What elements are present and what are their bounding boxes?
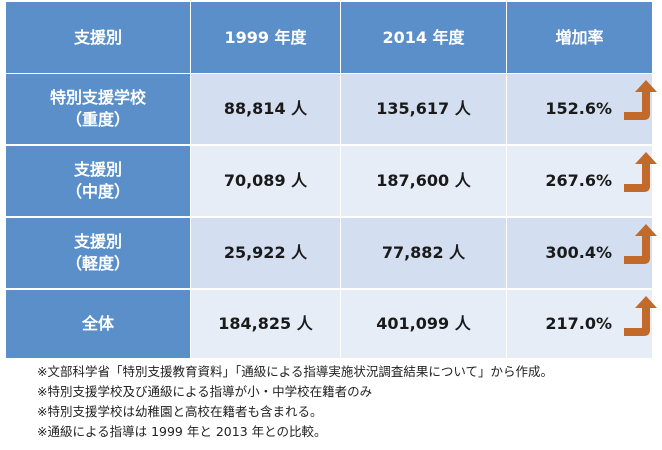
row-label-line2: （重度） xyxy=(65,110,130,129)
table-row: 支援別 （中度） 70,089 人 187,600 人 267.6% xyxy=(6,146,657,216)
increase-rate-cell: 217.0% xyxy=(506,290,657,358)
table-row: 支援別 （軽度） 25,922 人 77,882 人 300.4% xyxy=(6,218,657,288)
row-label-line2: （中度） xyxy=(65,182,130,201)
footnote: ※文部科学省「特別支援教育資料」「通級による指導実施状況調査結果について」から作… xyxy=(37,364,553,379)
value-2014: 77,882 人 xyxy=(340,218,506,288)
footnotes: ※文部科学省「特別支援教育資料」「通級による指導実施状況調査結果について」から作… xyxy=(37,362,553,442)
footnote: ※特別支援学校は幼稚園と高校在籍者も含まれる。 xyxy=(37,404,323,419)
value-2014: 135,617 人 xyxy=(340,74,506,144)
increase-rate-cell: 300.4% xyxy=(506,218,657,288)
increase-rate-value: 217.0% xyxy=(545,314,612,333)
value-1999: 88,814 人 xyxy=(190,74,340,144)
footnote: ※特別支援学校及び通級による指導が小・中学校在籍者のみ xyxy=(37,384,373,399)
row-label: 特別支援学校 （重度） xyxy=(6,74,190,144)
header-support-type: 支援別 xyxy=(6,2,190,73)
value-2014: 401,099 人 xyxy=(340,290,506,358)
header-2014: 2014 年度 xyxy=(340,2,506,73)
row-label-line1: 特別支援学校 xyxy=(49,88,146,107)
value-1999: 25,922 人 xyxy=(190,218,340,288)
comparison-table: 支援別 1999 年度 2014 年度 増加率 特別支援学校 （重度） 88,8… xyxy=(6,2,657,358)
up-turn-arrow-icon xyxy=(624,296,657,336)
up-turn-arrow-icon xyxy=(624,80,657,120)
row-label-line2: （軽度） xyxy=(65,254,130,273)
increase-rate-cell: 152.6% xyxy=(506,74,657,144)
increase-rate-value: 267.6% xyxy=(545,171,612,190)
value-1999: 184,825 人 xyxy=(190,290,340,358)
increase-rate-cell: 267.6% xyxy=(506,146,657,216)
table-row: 全体 184,825 人 401,099 人 217.0% xyxy=(6,290,657,358)
row-label-line1: 全体 xyxy=(81,314,114,333)
footnote: ※通級による指導は 1999 年と 2013 年との比較。 xyxy=(37,424,327,439)
value-1999: 70,089 人 xyxy=(190,146,340,216)
table-header-row: 支援別 1999 年度 2014 年度 増加率 xyxy=(6,2,652,73)
row-label: 全体 xyxy=(6,290,190,358)
increase-rate-value: 300.4% xyxy=(545,243,612,262)
table-row: 特別支援学校 （重度） 88,814 人 135,617 人 152.6% xyxy=(6,74,657,144)
increase-rate-value: 152.6% xyxy=(545,99,612,118)
header-1999: 1999 年度 xyxy=(190,2,340,73)
value-2014: 187,600 人 xyxy=(340,146,506,216)
row-label: 支援別 （軽度） xyxy=(6,218,190,288)
row-label-line1: 支援別 xyxy=(73,232,122,251)
up-turn-arrow-icon xyxy=(624,224,657,264)
up-turn-arrow-icon xyxy=(624,152,657,192)
header-increase-rate: 増加率 xyxy=(506,2,652,73)
row-label: 支援別 （中度） xyxy=(6,146,190,216)
row-label-line1: 支援別 xyxy=(73,160,122,179)
